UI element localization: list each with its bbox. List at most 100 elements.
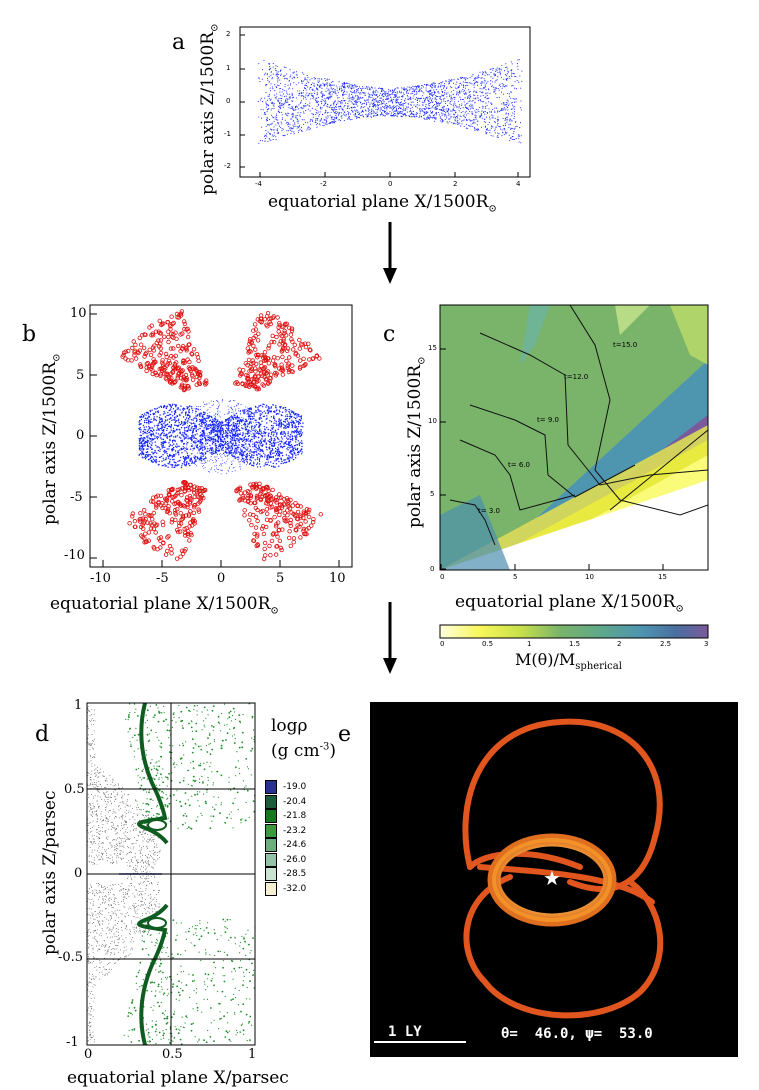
panel-e-scale-bar xyxy=(374,1041,466,1043)
panel-d-ytick: 0.5 xyxy=(64,782,85,797)
panel-b-xtick: 10 xyxy=(329,571,346,586)
panel-c-ylabel: polar axis Z/1500R⊙ xyxy=(405,356,428,528)
panel-b-ytick: -10 xyxy=(64,548,85,563)
legend-value: -32.0 xyxy=(283,883,307,894)
nebula-rings-illustration xyxy=(462,718,664,1019)
panel-d-xtick: 0.5 xyxy=(162,1047,183,1062)
panel-b-ytick: 10 xyxy=(70,306,87,321)
legend-entry: -20.4 xyxy=(265,794,335,810)
panel-c-colorbar-tick: 0.5 xyxy=(482,640,494,648)
star-icon: ★ xyxy=(543,866,561,890)
panel-c-xtick: 0 xyxy=(440,573,445,581)
legend-value: -19.0 xyxy=(283,782,307,793)
arrow-down-icon xyxy=(383,222,397,284)
panel-a-xtick: -4 xyxy=(255,180,262,188)
legend-swatch xyxy=(265,867,277,882)
legend-swatch xyxy=(265,780,277,795)
panel-c-xtick: 5 xyxy=(513,573,518,581)
panel-e-angles: θ= 46.0, ψ= 53.0 xyxy=(501,1026,653,1042)
panel-c-colorbar-tick: 2 xyxy=(617,640,622,648)
panel-d-legend: -19.0 -20.4 -21.8 -23.2 -24.6 -26.0 -28.5 -32.0 xyxy=(265,780,335,896)
panel-c-colorbar-tick: 0 xyxy=(440,640,445,648)
panel-a-ytick: -1 xyxy=(224,130,231,138)
panel-b-scatter-disk xyxy=(138,399,304,475)
panel-d-xtick: 0 xyxy=(84,1047,93,1062)
panel-c-xtick: 10 xyxy=(585,573,594,581)
panel-d-legend-title: logρ xyxy=(271,716,308,736)
panel-d-legend-unit: (g cm-3) xyxy=(271,741,336,761)
panel-c-contour-label: t= 3.0 xyxy=(478,507,500,515)
panel-c-xtick: 15 xyxy=(658,573,667,581)
legend-swatch xyxy=(265,809,277,824)
arrow-down-icon xyxy=(383,602,397,674)
panel-c-contour-label: t= 6.0 xyxy=(508,461,530,469)
panel-d-plot xyxy=(86,702,256,1046)
panel-c-colorbar-tick: 1 xyxy=(527,640,532,648)
panel-b-ytick: 5 xyxy=(76,368,85,383)
legend-swatch xyxy=(265,823,277,838)
panel-c-ytick: 10 xyxy=(428,417,437,425)
panel-c-ytick: 15 xyxy=(428,344,437,352)
legend-swatch xyxy=(265,852,277,867)
legend-entry: -19.0 xyxy=(265,780,335,795)
panel-c-ytick: 0 xyxy=(430,565,435,573)
panel-b-xlabel: equatorial plane X/1500R⊙ xyxy=(50,594,279,617)
legend-entry: -26.0 xyxy=(265,852,335,868)
legend-entry: -28.5 xyxy=(265,867,335,882)
legend-swatch xyxy=(265,881,277,896)
panel-b-ylabel: polar axis Z/1500R⊙ xyxy=(40,353,63,525)
panel-b-ytick: -5 xyxy=(70,490,83,505)
panel-a-xtick: 0 xyxy=(388,180,393,188)
panel-d-scatter-gray xyxy=(87,703,161,1045)
panel-b-xtick: 5 xyxy=(276,571,285,586)
legend-value: -20.4 xyxy=(283,796,307,807)
panel-c-xlabel: equatorial plane X/1500R⊙ xyxy=(455,592,684,615)
panel-a-ytick: 0 xyxy=(226,97,231,105)
panel-c-colorbar xyxy=(439,624,709,639)
panel-e-scale-label: 1 LY xyxy=(388,1024,422,1040)
panel-c-label: c xyxy=(383,322,396,347)
panel-c-ytick: 5 xyxy=(430,490,435,498)
panel-a-ytick: -2 xyxy=(224,162,231,170)
panel-d-label: d xyxy=(35,722,50,747)
panel-e-image: ★ 1 LY θ= 46.0, ψ= 53.0 xyxy=(370,702,738,1057)
panel-b-xtick: -5 xyxy=(156,571,169,586)
panel-b-label: b xyxy=(22,322,37,347)
panel-a-xtick: 4 xyxy=(516,180,521,188)
legend-value: -24.6 xyxy=(283,840,307,851)
panel-d-ytick: 0 xyxy=(74,866,83,881)
panel-a-ytick: 2 xyxy=(226,30,231,38)
panel-b-scatter-outflow xyxy=(120,309,323,562)
panel-d-ytick: 1 xyxy=(74,698,83,713)
panel-e-label: e xyxy=(338,722,352,747)
panel-d-ylabel: polar axis Z/parsec xyxy=(40,790,60,956)
panel-b-ytick: 0 xyxy=(76,428,85,443)
panel-c-colorbar-tick: 3 xyxy=(704,640,709,648)
panel-c-colorbar-label: M(θ)/Mspherical xyxy=(515,650,622,673)
panel-a-xtick: 2 xyxy=(453,180,458,188)
legend-value: -21.8 xyxy=(283,811,307,822)
panel-b-xtick: 0 xyxy=(217,571,226,586)
panel-d-xlabel: equatorial plane X/parsec xyxy=(67,1068,289,1088)
legend-swatch xyxy=(265,838,277,853)
legend-entry: -32.0 xyxy=(265,881,335,897)
legend-entry: -23.2 xyxy=(265,823,335,839)
panel-a-xlabel: equatorial plane X/1500R⊙ xyxy=(268,192,497,215)
panel-c-colorbar-tick: 1.5 xyxy=(569,640,581,648)
panel-d-ytick: -1 xyxy=(66,1035,79,1050)
legend-swatch xyxy=(265,794,277,809)
legend-value: -26.0 xyxy=(283,854,307,865)
legend-entry: -24.6 xyxy=(265,838,335,853)
panel-a-scatter xyxy=(257,59,523,144)
legend-value: -23.2 xyxy=(283,825,307,836)
panel-b-xtick: -10 xyxy=(90,571,111,586)
panel-c-contour-label: t= 9.0 xyxy=(537,416,559,424)
panel-c-plot xyxy=(439,304,709,571)
panel-d-xtick: 1 xyxy=(248,1047,257,1062)
legend-value: -28.5 xyxy=(283,869,307,880)
legend-entry: -21.8 xyxy=(265,809,335,824)
panel-a-plot xyxy=(239,26,531,178)
panel-c-contour-label: t=12.0 xyxy=(564,373,589,381)
panel-c-colorbar-tick: 2.5 xyxy=(660,640,672,648)
panel-b-plot xyxy=(89,304,353,568)
